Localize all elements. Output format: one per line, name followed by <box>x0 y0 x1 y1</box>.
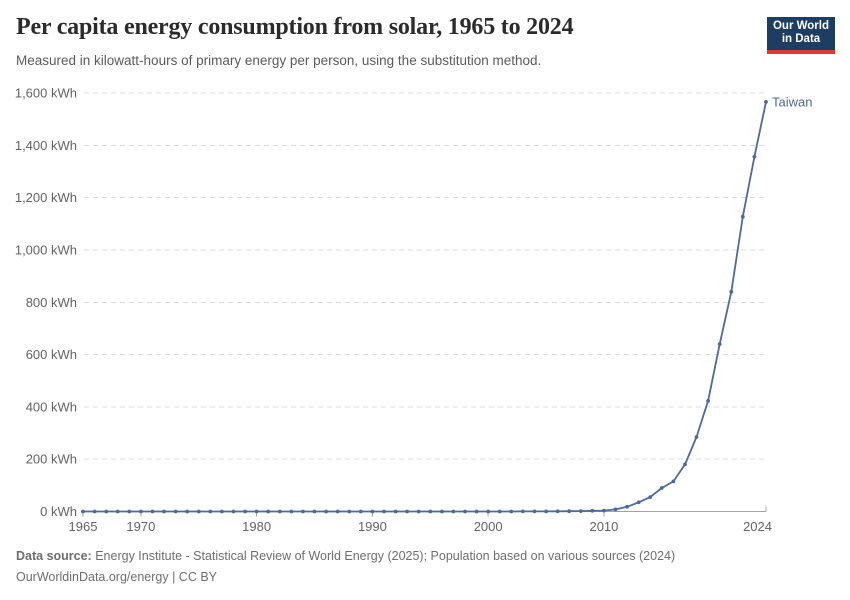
data-point[interactable] <box>266 509 271 514</box>
owid-link-license[interactable]: OurWorldinData.org/energy | CC BY <box>16 570 218 584</box>
data-point[interactable] <box>277 509 282 514</box>
data-point[interactable] <box>416 509 421 514</box>
data-point[interactable] <box>92 509 97 514</box>
y-axis-tick-label: 600 kWh <box>26 347 77 362</box>
data-source-text: Energy Institute - Statistical Review of… <box>91 549 676 563</box>
data-point[interactable] <box>590 508 595 513</box>
data-point[interactable] <box>104 509 109 514</box>
data-point[interactable] <box>208 509 213 514</box>
data-point[interactable] <box>740 214 745 219</box>
x-axis-tick-label: 2000 <box>474 519 503 534</box>
data-point[interactable] <box>150 509 155 514</box>
data-point[interactable] <box>683 462 687 467</box>
chart-footer: Data source: Energy Institute - Statisti… <box>16 546 675 588</box>
data-point[interactable] <box>405 509 409 514</box>
data-point[interactable] <box>289 509 294 514</box>
y-axis-tick-label: 1,200 kWh <box>15 190 77 205</box>
x-axis-tick-label: 1990 <box>358 519 387 534</box>
data-point[interactable] <box>497 509 502 514</box>
y-axis-tick-label: 200 kWh <box>26 452 77 467</box>
data-point[interactable] <box>486 509 491 514</box>
data-point[interactable] <box>659 486 664 490</box>
data-point[interactable] <box>706 399 710 403</box>
chart-subtitle: Measured in kilowatt-hours of primary en… <box>16 53 542 68</box>
data-point[interactable] <box>648 495 653 499</box>
owid-logo-line2: in Data <box>781 33 821 45</box>
data-point[interactable] <box>162 509 166 514</box>
data-point[interactable] <box>671 479 676 484</box>
y-axis-tick-label: 400 kWh <box>26 399 77 414</box>
x-axis-tick-label: 2010 <box>589 519 618 534</box>
y-axis-tick-label: 0 kWh <box>40 504 77 519</box>
x-axis-tick-label: 1965 <box>69 519 98 534</box>
data-point[interactable] <box>440 509 444 514</box>
data-point[interactable] <box>115 509 120 514</box>
data-point[interactable] <box>220 509 224 514</box>
data-point[interactable] <box>324 509 328 514</box>
x-axis-tick-label: 1980 <box>242 519 271 534</box>
data-point[interactable] <box>231 509 236 514</box>
data-point[interactable] <box>382 509 386 514</box>
page-title: Per capita energy consumption from solar… <box>16 14 574 40</box>
x-axis-tick-label: 2024 <box>743 519 772 534</box>
data-point[interactable] <box>428 509 433 514</box>
data-point[interactable] <box>717 342 722 346</box>
owid-logo[interactable]: Our World in Data <box>767 17 835 54</box>
data-point[interactable] <box>185 509 190 514</box>
data-point[interactable] <box>567 509 572 514</box>
data-point[interactable] <box>532 509 537 514</box>
data-point[interactable] <box>335 509 340 514</box>
data-point[interactable] <box>347 509 352 514</box>
data-point[interactable] <box>463 509 467 514</box>
x-axis-tick-label: 1970 <box>126 519 155 534</box>
y-axis-tick-label: 1,600 kWh <box>15 86 77 101</box>
data-source-label: Data source: <box>16 549 92 563</box>
data-point[interactable] <box>474 509 479 514</box>
data-source-line: Data source: Energy Institute - Statisti… <box>16 546 675 567</box>
data-point[interactable] <box>393 509 398 514</box>
y-axis-tick-label: 1,400 kWh <box>15 138 77 153</box>
data-point[interactable] <box>602 508 606 513</box>
data-point[interactable] <box>636 500 641 505</box>
y-axis-tick-label: 800 kWh <box>26 295 77 310</box>
data-point[interactable] <box>578 509 583 513</box>
data-point[interactable] <box>301 509 305 514</box>
series-line-taiwan[interactable] <box>82 101 767 513</box>
data-point[interactable] <box>752 154 757 159</box>
data-point[interactable] <box>555 509 560 514</box>
data-point[interactable] <box>694 435 699 439</box>
data-point[interactable] <box>127 509 132 514</box>
data-point[interactable] <box>173 509 178 514</box>
data-point[interactable] <box>729 289 734 294</box>
owid-logo-line1: Our World <box>772 20 829 32</box>
data-point[interactable] <box>625 504 629 509</box>
y-axis-tick-label: 1,000 kWh <box>15 242 77 257</box>
data-point[interactable] <box>451 509 456 514</box>
data-point[interactable] <box>312 509 317 514</box>
data-point[interactable] <box>254 509 259 514</box>
data-point[interactable] <box>196 509 201 514</box>
data-point[interactable] <box>521 509 525 514</box>
data-point[interactable] <box>613 507 618 512</box>
data-point[interactable] <box>81 509 85 514</box>
data-point[interactable] <box>764 100 768 104</box>
series-end-label[interactable]: Taiwan <box>772 94 812 109</box>
data-point[interactable] <box>358 509 363 514</box>
data-point[interactable] <box>370 509 375 514</box>
data-point[interactable] <box>139 509 143 514</box>
data-point[interactable] <box>243 509 248 514</box>
data-point[interactable] <box>509 509 514 514</box>
data-point[interactable] <box>544 509 548 514</box>
